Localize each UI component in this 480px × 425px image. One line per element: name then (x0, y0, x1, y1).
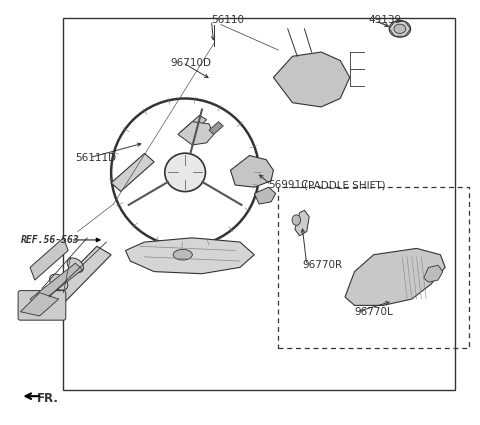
Polygon shape (230, 156, 274, 187)
Ellipse shape (67, 258, 84, 272)
Ellipse shape (292, 215, 300, 225)
Ellipse shape (165, 153, 205, 192)
Ellipse shape (394, 24, 406, 34)
Polygon shape (30, 263, 83, 306)
Text: 56111D: 56111D (75, 153, 117, 163)
Ellipse shape (49, 274, 68, 290)
Polygon shape (111, 153, 154, 191)
Polygon shape (125, 238, 254, 274)
Text: 56991C: 56991C (269, 180, 309, 190)
Text: (PADDLE SHIFT): (PADDLE SHIFT) (304, 180, 386, 190)
Polygon shape (295, 210, 309, 236)
Bar (278, 187, 469, 348)
Ellipse shape (29, 296, 50, 314)
Bar (63, 18, 455, 390)
Polygon shape (345, 248, 445, 306)
FancyBboxPatch shape (18, 291, 66, 320)
Text: 56110: 56110 (211, 15, 244, 26)
Polygon shape (424, 265, 443, 282)
Text: 96710D: 96710D (171, 58, 212, 68)
Text: 96770R: 96770R (302, 260, 342, 270)
Polygon shape (274, 52, 350, 107)
Text: REF.56-563: REF.56-563 (21, 235, 79, 245)
Ellipse shape (389, 20, 410, 37)
Text: 96770L: 96770L (355, 307, 393, 317)
Text: FR.: FR. (37, 392, 59, 405)
Polygon shape (180, 116, 206, 139)
Polygon shape (209, 122, 223, 134)
Polygon shape (254, 187, 276, 204)
Polygon shape (21, 293, 59, 316)
Text: 49139: 49139 (369, 15, 402, 26)
Polygon shape (35, 246, 111, 318)
Polygon shape (178, 122, 214, 145)
Polygon shape (30, 238, 68, 280)
Ellipse shape (173, 249, 192, 260)
